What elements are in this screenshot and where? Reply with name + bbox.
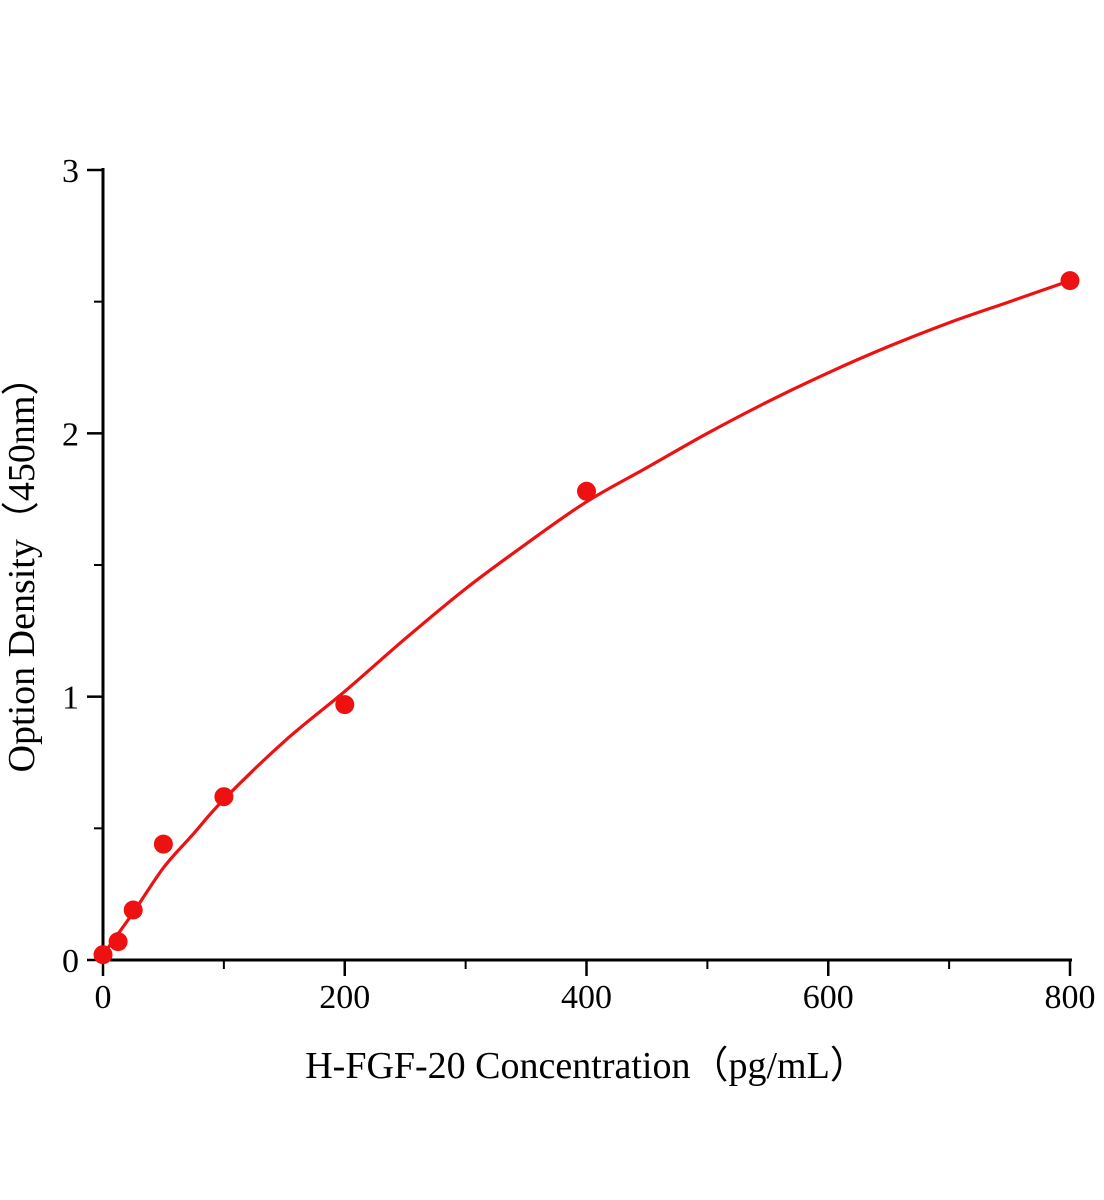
data-point: [214, 787, 234, 807]
data-point: [93, 945, 113, 965]
x-tick-label: 400: [561, 979, 612, 1016]
y-tick-label: 0: [62, 943, 79, 980]
y-tick-label: 1: [62, 680, 79, 717]
x-tick-label: 0: [95, 979, 112, 1016]
y-tick-label: 3: [62, 153, 79, 190]
data-point: [335, 695, 355, 715]
data-point: [123, 900, 143, 920]
x-tick-label: 200: [319, 979, 370, 1016]
data-point: [153, 834, 173, 854]
data-point: [577, 481, 596, 501]
y-axis-title: Option Density（450nm）: [1, 358, 43, 773]
x-tick-label: 800: [1045, 979, 1096, 1016]
x-axis-title: H-FGF-20 Concentration（pg/mL）: [305, 1045, 868, 1087]
fit-curve: [101, 279, 1072, 957]
x-tick-label: 600: [803, 979, 854, 1016]
data-point: [108, 932, 128, 952]
y-tick-label: 2: [62, 416, 79, 453]
data-point: [1060, 271, 1080, 291]
